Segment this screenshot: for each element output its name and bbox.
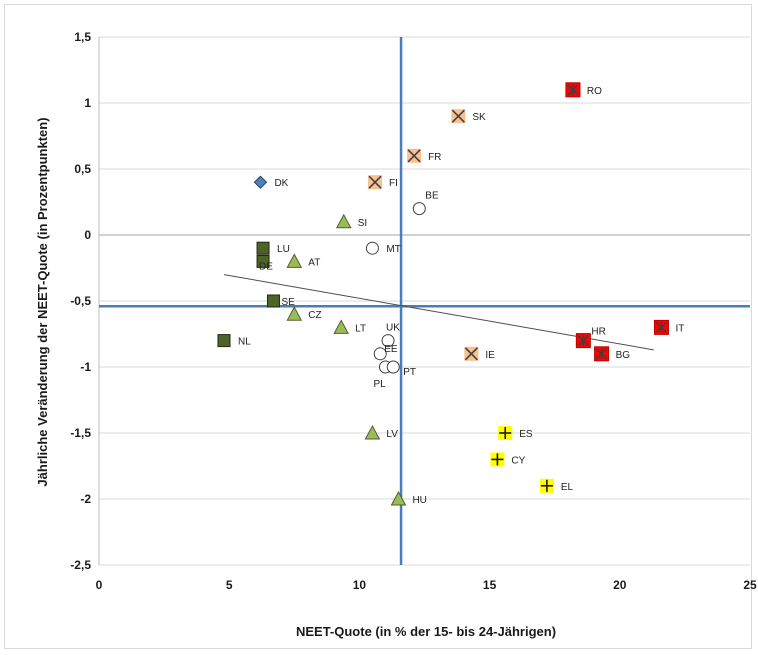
point-label-es: ES <box>519 429 533 440</box>
chart-frame <box>4 4 752 649</box>
square-marker <box>256 241 270 255</box>
point-label-nl: NL <box>238 337 251 348</box>
reference-lines <box>99 37 750 565</box>
point-label-it: IT <box>675 323 684 334</box>
box-x-marker-stroke <box>451 109 465 123</box>
triangle-marker <box>364 424 381 440</box>
triangle-marker <box>335 213 352 229</box>
x-tick-label: 5 <box>226 578 233 592</box>
data-point-it <box>653 319 669 335</box>
point-label-cz: CZ <box>308 310 321 321</box>
data-point-hu <box>390 490 407 506</box>
square-marker <box>217 334 231 348</box>
point-label-el: EL <box>561 482 574 493</box>
data-point-pt <box>386 360 400 374</box>
data-point-ee <box>373 347 387 361</box>
point-label-lv: LV <box>386 429 398 440</box>
point-label-fi: FI <box>389 178 398 189</box>
triangle-marker <box>390 490 407 506</box>
point-label-pt: PT <box>403 367 416 378</box>
data-points <box>217 82 669 506</box>
box-x-marker-stroke <box>464 347 478 361</box>
point-label-lu: LU <box>277 244 290 255</box>
point-label-at: AT <box>308 257 320 268</box>
data-point-nl <box>217 334 231 348</box>
point-label-be: BE <box>425 191 439 202</box>
data-point-at <box>286 253 303 268</box>
y-tick-label: 1 <box>84 96 91 110</box>
y-tick-label: -2 <box>80 492 91 506</box>
x-tick-label: 25 <box>743 578 757 592</box>
y-axis-title: Jährliche Veränderung der NEET-Quote (in… <box>35 117 50 486</box>
point-label-bg: BG <box>616 350 631 361</box>
y-tick-label: -1,5 <box>70 426 91 440</box>
point-label-hr: HR <box>591 327 605 338</box>
data-point-be <box>412 202 426 216</box>
x-tick-label: 0 <box>96 578 103 592</box>
box-x-marker-stroke <box>368 175 382 189</box>
y-tick-label: 0 <box>84 228 91 242</box>
data-point-ro <box>565 82 581 98</box>
data-point-el <box>539 478 554 493</box>
data-point-hr <box>575 333 591 349</box>
data-point-lt <box>333 319 350 334</box>
data-point-sk <box>451 109 466 124</box>
x-axis-title: NEET-Quote (in % der 15- bis 24-Jährigen… <box>296 624 556 639</box>
point-label-ee: EE <box>384 344 398 355</box>
circle-marker <box>412 202 426 216</box>
circle-marker <box>386 360 400 374</box>
point-labels: DK LU DE SE NL AT CZ SI LT LV HU MT BE UK EE PL PT FI FR SK… <box>238 86 684 506</box>
axes: -2,5 -2 -1,5 -1 -0,5 0 0,5 1 1,5 0 5 10 15 20 25 <box>70 30 757 592</box>
y-tick-label: 1,5 <box>74 30 91 44</box>
data-point-uk <box>381 334 395 348</box>
square-marker <box>256 254 270 268</box>
point-label-dk: DK <box>274 178 288 189</box>
circle-marker <box>381 334 395 348</box>
point-label-ro: RO <box>587 86 602 97</box>
point-label-ie: IE <box>485 350 495 361</box>
data-point-bg <box>594 346 610 362</box>
data-point-fi <box>368 175 383 190</box>
y-tick-label: -1 <box>80 360 91 374</box>
data-point-cy <box>490 452 505 467</box>
circle-marker <box>365 241 379 255</box>
data-point-fr <box>407 148 422 163</box>
point-label-mt: MT <box>386 244 400 255</box>
data-point-lu <box>256 241 270 255</box>
point-label-uk: UK <box>386 323 400 334</box>
data-point-ie <box>464 346 479 361</box>
data-point-se <box>266 294 280 308</box>
y-tick-label: 0,5 <box>74 162 91 176</box>
diamond-marker <box>253 175 268 189</box>
point-label-si: SI <box>358 218 367 229</box>
data-point-cz <box>286 306 303 321</box>
point-label-hu: HU <box>412 495 426 506</box>
gridlines <box>99 36 750 566</box>
data-point-dk <box>253 175 268 189</box>
point-label-de: DE <box>259 261 273 272</box>
point-label-sk: SK <box>472 112 486 123</box>
point-label-lt: LT <box>355 323 366 334</box>
point-label-fr: FR <box>428 152 441 163</box>
triangle-marker <box>333 319 350 334</box>
point-label-pl: PL <box>373 379 386 390</box>
triangle-marker <box>286 253 303 268</box>
data-point-si <box>335 213 352 229</box>
point-label-cy: CY <box>511 455 525 466</box>
x-tick-label: 20 <box>613 578 627 592</box>
y-tick-label: -2,5 <box>70 558 91 572</box>
data-point-mt <box>365 241 379 255</box>
x-tick-label: 10 <box>353 578 367 592</box>
triangle-marker <box>286 306 303 321</box>
data-point-lv <box>364 424 381 440</box>
data-point-de <box>256 254 270 268</box>
point-label-se: SE <box>281 297 295 308</box>
data-point-es <box>498 426 513 440</box>
square-marker <box>266 294 280 308</box>
x-tick-label: 15 <box>483 578 497 592</box>
y-tick-label: -0,5 <box>70 294 91 308</box>
box-x-marker-stroke <box>407 149 421 163</box>
circle-marker <box>373 347 387 361</box>
